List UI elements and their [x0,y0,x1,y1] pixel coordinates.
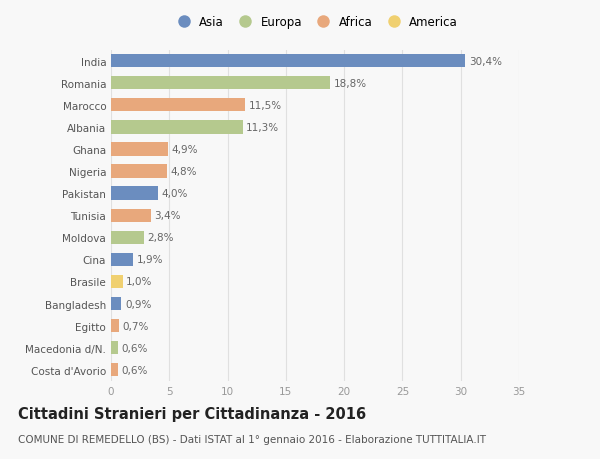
Text: 0,6%: 0,6% [121,365,148,375]
Bar [111,209,151,222]
Bar [111,55,466,68]
Bar [111,275,122,288]
Bar [111,143,168,156]
Bar [111,297,121,310]
Bar [111,99,245,112]
Bar [111,187,158,200]
Text: 11,3%: 11,3% [246,123,280,133]
Text: 2,8%: 2,8% [147,233,173,243]
Text: COMUNE DI REMEDELLO (BS) - Dati ISTAT al 1° gennaio 2016 - Elaborazione TUTTITAL: COMUNE DI REMEDELLO (BS) - Dati ISTAT al… [18,434,486,444]
Bar [111,253,133,266]
Bar [111,231,143,244]
Bar [111,165,167,178]
Text: 30,4%: 30,4% [469,56,502,67]
Bar [111,341,118,354]
Text: 0,7%: 0,7% [122,321,149,331]
Text: 4,8%: 4,8% [170,167,197,177]
Legend: Asia, Europa, Africa, America: Asia, Europa, Africa, America [170,14,460,31]
Text: 3,4%: 3,4% [154,211,181,221]
Text: 4,9%: 4,9% [172,145,198,155]
Text: 11,5%: 11,5% [248,101,281,111]
Text: 1,9%: 1,9% [137,255,163,265]
Bar [111,77,330,90]
Text: 1,0%: 1,0% [126,277,152,287]
Text: 0,9%: 0,9% [125,299,151,309]
Bar [111,364,118,376]
Text: 0,6%: 0,6% [121,343,148,353]
Text: 4,0%: 4,0% [161,189,188,199]
Bar [111,319,119,332]
Text: 18,8%: 18,8% [334,78,367,89]
Text: Cittadini Stranieri per Cittadinanza - 2016: Cittadini Stranieri per Cittadinanza - 2… [18,406,366,421]
Bar [111,121,243,134]
